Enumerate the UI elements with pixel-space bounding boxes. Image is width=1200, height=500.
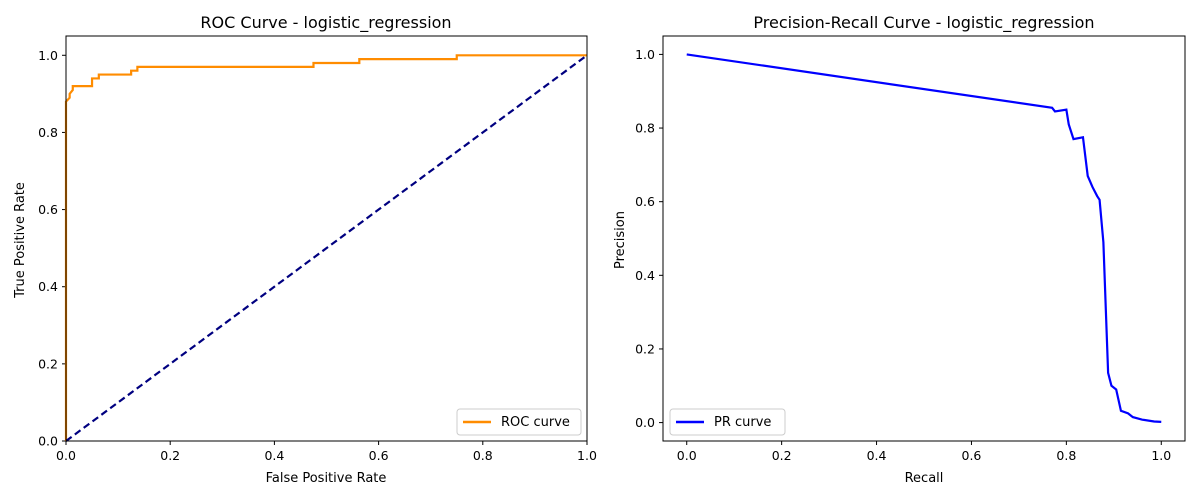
- pr-y-tick-label: 0.8: [635, 121, 655, 136]
- roc-diagonal-reference-line: [65, 54, 588, 442]
- pr-y-axis-label: Precision: [613, 211, 628, 269]
- roc-legend-label: ROC curve: [501, 415, 570, 430]
- roc-chart-title: ROC Curve - logistic_regression: [200, 13, 451, 33]
- roc-chart: ROC Curve - logistic_regression False Po…: [13, 13, 597, 486]
- pr-y-tick-label: 0.2: [635, 341, 655, 356]
- pr-legend-box: [669, 408, 786, 436]
- roc-legend: ROC curve: [456, 408, 582, 436]
- roc-y-tick-label: 0.2: [38, 356, 58, 371]
- roc-legend-box: [456, 408, 582, 436]
- pr-x-tick-label: 0.4: [867, 448, 887, 463]
- pr-chart: Precision-Recall Curve - logistic_regres…: [613, 13, 1186, 486]
- pr-series-line: [686, 53, 1162, 423]
- roc-x-axis-label: False Positive Rate: [266, 471, 387, 486]
- pr-legend: PR curve: [669, 408, 786, 436]
- roc-y-tick-label: 0.8: [38, 125, 58, 140]
- pr-legend-label: PR curve: [714, 415, 771, 430]
- roc-x-tick-label: 0.2: [160, 448, 180, 463]
- roc-x-tick-label: 0.6: [369, 448, 389, 463]
- pr-x-tick-label: 0.0: [677, 448, 697, 463]
- pr-y-tick-label: 0.0: [635, 415, 655, 430]
- roc-y-axis-label: True Positive Rate: [13, 182, 28, 299]
- pr-y-tick-label: 0.6: [635, 194, 655, 209]
- roc-y-tick-label: 0.0: [38, 434, 58, 449]
- roc-series-layer: [64, 54, 588, 442]
- pr-y-tick-label: 1.0: [635, 47, 655, 62]
- pr-x-tick-label: 0.6: [962, 448, 982, 463]
- roc-y-tick-label: 0.4: [38, 279, 58, 294]
- pr-x-tick-label: 0.8: [1056, 448, 1076, 463]
- roc-y-tick-label: 1.0: [38, 48, 58, 63]
- roc-x-tick-label: 0.8: [473, 448, 493, 463]
- pr-y-tick-label: 0.4: [635, 268, 655, 283]
- roc-x-tick-label: 0.4: [264, 448, 284, 463]
- pr-x-tick-label: 0.2: [772, 448, 792, 463]
- roc-axis-ticks: 0.0 0.2 0.4 0.6 0.8 1.0 0.0 0.2 0.4 0.6 0.8 1.0: [38, 48, 597, 463]
- roc-x-tick-label: 1.0: [577, 448, 597, 463]
- pr-plot-frame: [662, 35, 1186, 442]
- roc-y-tick-label: 0.6: [38, 202, 58, 217]
- pr-chart-title: Precision-Recall Curve - logistic_regres…: [753, 13, 1094, 33]
- roc-series-line: [64, 54, 587, 441]
- pr-series-layer: [686, 53, 1162, 423]
- pr-axis-ticks: 0.0 0.2 0.4 0.6 0.8 1.0 0.0 0.2 0.4 0.6 0.8 1.0: [635, 47, 1171, 463]
- roc-x-tick-label: 0.0: [56, 448, 76, 463]
- roc-plot-frame: [65, 35, 588, 442]
- pr-x-tick-label: 1.0: [1151, 448, 1171, 463]
- pr-x-axis-label: Recall: [905, 471, 944, 486]
